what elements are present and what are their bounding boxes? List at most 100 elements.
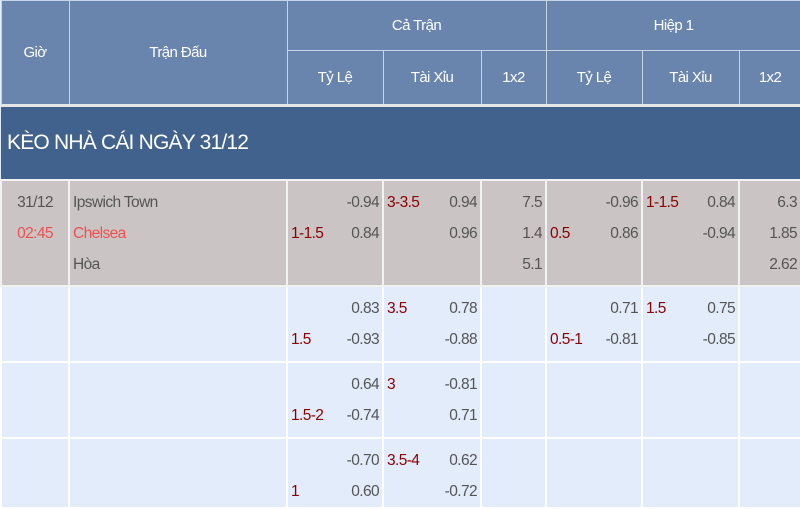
match-time: 02:45 (17, 225, 53, 242)
odds-line: 0.83 (291, 293, 379, 324)
line-value: 1 (291, 483, 300, 500)
match-cell (68, 361, 288, 439)
line-value: 1.5 (646, 300, 666, 317)
line-value: 3-3.5 (387, 194, 420, 211)
match-cell (68, 437, 288, 509)
odds-value[interactable]: -0.93 (346, 331, 380, 348)
odds-line: 3 -0.81 (387, 369, 478, 400)
odds-value[interactable]: 0.75 (707, 300, 735, 317)
odds-value[interactable]: -0.72 (444, 483, 478, 500)
odds-line: 1 0.60 (291, 476, 380, 507)
section-title: KÈO NHÀ CÁI NGÀY 31/12 (1, 104, 800, 180)
draw-label[interactable]: Hòa (73, 256, 100, 273)
match-cell[interactable]: Ipswich Town Chelsea Hòa (68, 179, 288, 287)
odds-line: 3.5 0.78 (387, 293, 478, 324)
home-team[interactable]: Ipswich Town (73, 194, 158, 211)
odds-line: 0.64 (291, 369, 379, 400)
odds-value[interactable]: -0.88 (444, 331, 478, 348)
ft-over-under-cell: 3.5 0.78 -0.88 (382, 285, 482, 363)
line-value: 3.5-4 (387, 452, 420, 469)
h1-handicap-cell (545, 437, 643, 509)
h1-handicap-cell: 0.71 0.5-1 -0.81 (545, 285, 643, 363)
odds-value[interactable]: 0.62 (449, 452, 477, 469)
odds-value[interactable]: -0.85 (702, 331, 736, 348)
ft-1x2-cell (480, 437, 547, 509)
odds-value[interactable]: 0.83 (351, 300, 379, 317)
odds-value[interactable]: -0.81 (444, 376, 478, 393)
h1-1x2-cell: 6.3 1.85 2.62 (737, 179, 800, 287)
odds-value[interactable]: 0.84 (351, 225, 379, 242)
odds-line: 5.1 (485, 249, 542, 280)
odds-value[interactable]: -0.94 (702, 225, 736, 242)
h1-over-under-cell: 1.5 0.75 -0.85 (641, 285, 740, 363)
odds-value[interactable]: 0.71 (610, 300, 638, 317)
odds-value[interactable]: 5.1 (522, 256, 542, 273)
ft-handicap-cell: -0.94 1-1.5 0.84 (286, 179, 384, 287)
col-header-h1-handicap: Tỷ Lệ (545, 50, 643, 106)
odds-row: 0.64 1.5-2 -0.74 3 -0.81 0.71 (0, 361, 800, 439)
odds-value[interactable]: -0.94 (346, 194, 380, 211)
ft-1x2-cell (480, 361, 547, 439)
col-header-full-match: Cả Trận (286, 0, 547, 51)
col-header-ft-1x2: 1x2 (480, 50, 547, 106)
odds-line: -0.94 (646, 218, 736, 249)
odds-line: 0.71 (550, 293, 638, 324)
odds-value[interactable]: 6.3 (777, 194, 798, 211)
odds-row: 0.83 1.5 -0.93 3.5 0.78 -0.88 0.71 0.5-1 -0.81 1.… (0, 285, 800, 363)
odds-value[interactable]: 1.85 (769, 225, 798, 242)
time-cell: 31/12 02:45 (0, 179, 70, 287)
match-row: 31/12 02:45 Ipswich Town Chelsea Hòa -0.94 1-1… (0, 179, 800, 287)
odds-value[interactable]: -0.96 (605, 194, 639, 211)
time-cell (0, 437, 70, 509)
h1-handicap-cell (545, 361, 643, 439)
odds-line: 1-1.5 0.84 (646, 187, 736, 218)
odds-line: 1.5-2 -0.74 (291, 400, 380, 431)
odds-line: 1-1.5 0.84 (291, 218, 380, 249)
away-team[interactable]: Chelsea (73, 225, 126, 242)
odds-line: -0.88 (387, 324, 478, 355)
odds-value[interactable]: 0.64 (351, 376, 379, 393)
ft-handicap-cell: 0.83 1.5 -0.93 (286, 285, 384, 363)
time-cell (0, 285, 70, 363)
h1-1x2-cell (737, 361, 800, 439)
col-header-h1-1x2: 1x2 (738, 50, 800, 106)
odds-value[interactable]: 0.86 (610, 225, 638, 242)
odds-value[interactable]: 0.60 (351, 483, 379, 500)
line-value: 1.5 (291, 331, 311, 348)
ft-over-under-cell: 3.5-4 0.62 -0.72 (382, 437, 482, 509)
line-value: 1-1.5 (291, 225, 324, 242)
match-cell (68, 285, 288, 363)
odds-value[interactable]: 0.71 (449, 407, 477, 424)
odds-value[interactable]: 7.5 (522, 194, 542, 211)
odds-value[interactable]: 0.96 (449, 225, 477, 242)
odds-value[interactable]: 0.78 (449, 300, 477, 317)
odds-value[interactable]: 0.94 (449, 194, 477, 211)
odds-line: 0.96 (387, 218, 477, 249)
col-header-h1-over-under: Tài Xỉu (641, 50, 740, 106)
odds-line: 1.5 0.75 (646, 293, 736, 324)
ft-handicap-cell: 0.64 1.5-2 -0.74 (286, 361, 384, 439)
ft-handicap-cell: -0.70 1 0.60 (286, 437, 384, 509)
odds-line: 2.62 (743, 249, 797, 280)
odds-value[interactable]: 1.4 (522, 225, 542, 242)
odds-line: -0.85 (646, 324, 736, 355)
odds-value[interactable]: -0.74 (346, 407, 380, 424)
odds-row: -0.70 1 0.60 3.5-4 0.62 -0.72 (0, 437, 800, 509)
odds-value[interactable]: 2.62 (769, 256, 798, 273)
odds-value[interactable]: 0.84 (707, 194, 735, 211)
odds-line: 6.3 (743, 187, 797, 218)
odds-line: -0.72 (387, 476, 478, 507)
odds-value[interactable]: -0.70 (346, 452, 380, 469)
h1-1x2-cell (737, 285, 800, 363)
ft-over-under-cell: 3-3.5 0.94 0.96 (382, 179, 482, 287)
col-header-ft-handicap: Tỷ Lệ (286, 50, 384, 106)
odds-value[interactable]: -0.81 (605, 331, 639, 348)
line-value: 3 (387, 376, 396, 393)
col-header-time: Giờ (0, 0, 70, 106)
ft-over-under-cell: 3 -0.81 0.71 (382, 361, 482, 439)
h1-handicap-cell: -0.96 0.5 0.86 (545, 179, 643, 287)
col-header-match: Trận Đấu (68, 0, 288, 106)
line-value: 0.5 (550, 225, 570, 242)
odds-line: 3-3.5 0.94 (387, 187, 478, 218)
